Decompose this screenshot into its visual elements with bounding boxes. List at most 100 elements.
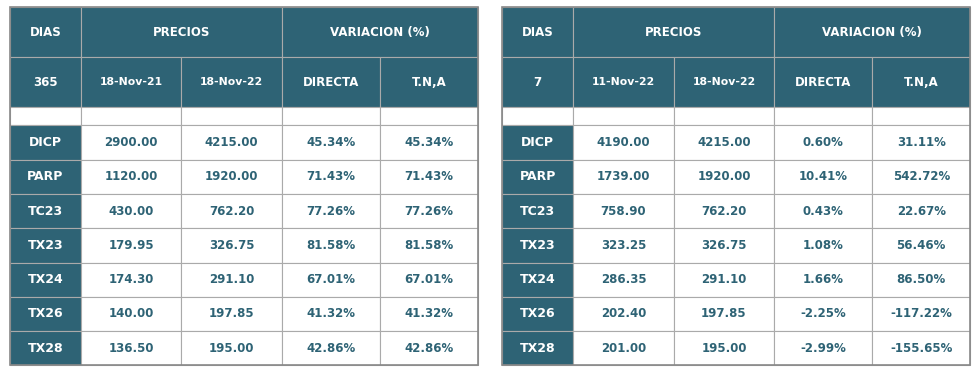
Bar [872,57,970,107]
Text: DIAS: DIAS [522,26,554,39]
Bar [10,262,80,297]
Text: 67.01%: 67.01% [306,273,355,286]
Text: -2.99%: -2.99% [801,342,846,355]
Bar [282,57,379,107]
Bar [282,7,477,57]
Text: 56.46%: 56.46% [897,239,946,252]
Text: 0.43%: 0.43% [803,205,844,218]
Text: -2.25%: -2.25% [801,307,846,320]
Text: 326.75: 326.75 [702,239,747,252]
Bar [674,57,774,107]
Bar [774,228,872,262]
Bar [10,331,80,365]
Bar [181,297,282,331]
Bar [10,125,80,160]
Text: 41.32%: 41.32% [306,307,355,320]
Text: 179.95: 179.95 [108,239,154,252]
Bar [872,331,970,365]
Bar [10,194,80,228]
Bar [573,160,674,194]
Text: 22.67%: 22.67% [897,205,946,218]
Bar [502,194,573,228]
Text: 86.50%: 86.50% [897,273,946,286]
Bar [181,107,282,125]
Text: 286.35: 286.35 [601,273,647,286]
Bar [502,7,573,57]
Bar [774,7,970,57]
Bar [774,107,872,125]
Text: 136.50: 136.50 [109,342,154,355]
Bar [282,262,379,297]
Bar [10,228,80,262]
Bar [10,7,478,365]
Bar [181,228,282,262]
Text: 762.20: 762.20 [702,205,747,218]
Bar [573,125,674,160]
Bar [80,57,181,107]
Text: TX28: TX28 [27,342,63,355]
Text: 202.40: 202.40 [601,307,646,320]
Bar [502,125,573,160]
Text: DIRECTA: DIRECTA [303,76,359,89]
Bar [80,228,181,262]
Bar [774,194,872,228]
Bar [774,262,872,297]
Text: TX23: TX23 [27,239,63,252]
Bar [872,107,970,125]
Text: TC23: TC23 [520,205,556,218]
Text: 197.85: 197.85 [209,307,255,320]
Bar [674,125,774,160]
Bar [282,331,379,365]
Bar [674,262,774,297]
Text: TX24: TX24 [27,273,63,286]
Text: 195.00: 195.00 [209,342,254,355]
Text: VARIACION (%): VARIACION (%) [330,26,429,39]
Text: 0.60%: 0.60% [803,136,844,149]
Bar [282,160,379,194]
Text: 18-Nov-22: 18-Nov-22 [200,77,264,87]
Text: VARIACION (%): VARIACION (%) [822,26,922,39]
Bar [80,125,181,160]
Bar [282,228,379,262]
Text: TX23: TX23 [520,239,556,252]
Bar [379,57,477,107]
Bar [872,262,970,297]
Bar [379,297,477,331]
Bar [872,125,970,160]
Text: 4190.00: 4190.00 [597,136,651,149]
Bar [774,57,872,107]
Bar [10,160,80,194]
Bar [674,331,774,365]
Text: 18-Nov-22: 18-Nov-22 [692,77,756,87]
Bar [674,107,774,125]
Bar [774,331,872,365]
Bar [80,262,181,297]
Bar [573,57,674,107]
Text: PRECIOS: PRECIOS [153,26,210,39]
Bar [181,125,282,160]
Text: 365: 365 [33,76,58,89]
Bar [674,297,774,331]
Text: -155.65%: -155.65% [890,342,953,355]
Text: DIAS: DIAS [29,26,61,39]
Bar [573,7,774,57]
Bar [502,297,573,331]
Bar [10,7,80,57]
Text: 77.26%: 77.26% [306,205,355,218]
Bar [674,160,774,194]
Bar [10,57,80,107]
Bar [502,262,573,297]
Text: TX26: TX26 [27,307,63,320]
Bar [181,331,282,365]
Text: 45.34%: 45.34% [306,136,356,149]
Text: 1.66%: 1.66% [803,273,844,286]
Bar [774,297,872,331]
Text: 42.86%: 42.86% [306,342,356,355]
Bar [80,160,181,194]
Bar [379,331,477,365]
Bar [181,160,282,194]
Bar [573,262,674,297]
Text: 291.10: 291.10 [209,273,254,286]
Bar [502,160,573,194]
Bar [80,107,181,125]
